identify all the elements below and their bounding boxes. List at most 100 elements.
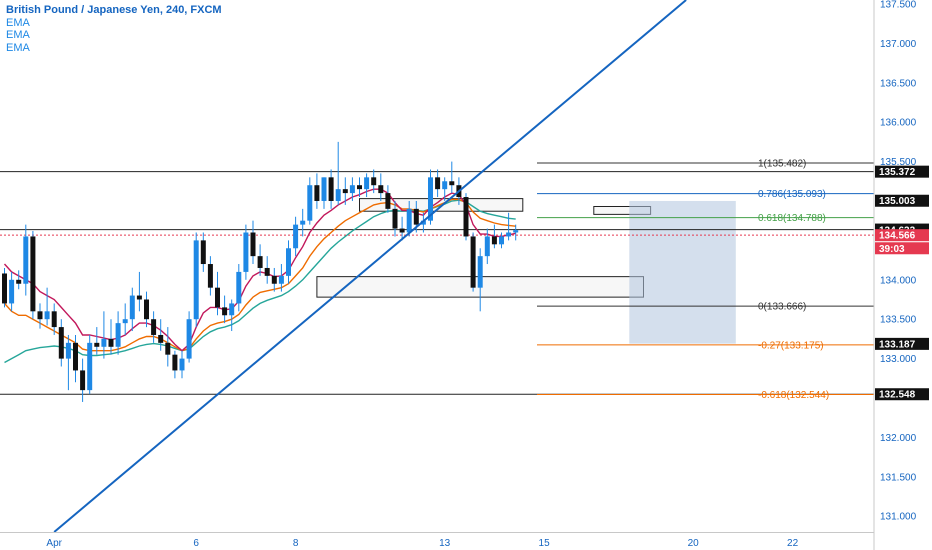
legend-ema-3: EMA (6, 41, 30, 54)
candle-62 (442, 177, 448, 201)
candle-body (65, 342, 71, 359)
candle-body (264, 267, 270, 276)
candle-14 (101, 311, 107, 359)
candle-40 (286, 240, 291, 284)
trendline-layer (53, 0, 687, 533)
fib-label-2: 0.618(134.788) (758, 213, 826, 224)
price-axis[interactable]: 137.500 137.000 136.500 136.000 135.500 134.0… (873, 0, 929, 550)
candle-49 (349, 177, 355, 201)
candle-body (58, 327, 64, 359)
x-tick-label-1: 6 (193, 538, 199, 549)
y-tick-label-4: 135.500 (880, 157, 917, 168)
candle-4 (30, 230, 36, 320)
candle-body (371, 177, 377, 186)
price-tag-label: 135.372 (879, 167, 916, 178)
candle-5 (37, 303, 43, 329)
candle-17 (122, 303, 128, 335)
candle-body (442, 181, 448, 190)
risk-reward-box (629, 200, 736, 344)
candle-30 (215, 271, 220, 316)
candle-body (307, 185, 313, 221)
candle-44 (314, 173, 320, 209)
candle-body (144, 299, 149, 320)
price-tag-6: 133.187 (875, 337, 929, 350)
candle-body (499, 236, 504, 245)
candle-body (420, 220, 426, 225)
fib-label-1: 0.786(135.093) (758, 189, 826, 200)
candle-body (250, 232, 256, 257)
candle-1 (9, 271, 15, 312)
price-tag-bg (875, 194, 929, 207)
candle-9 (65, 334, 71, 391)
candle-46 (328, 169, 334, 209)
y-tick-label-7: 133.000 (880, 354, 917, 365)
candle-body (342, 189, 348, 194)
candle-19 (136, 271, 142, 312)
candle-12 (87, 334, 93, 395)
candle-body (87, 342, 93, 391)
candle-body (293, 224, 299, 249)
fib-label-0: 1(135.482) (758, 158, 806, 169)
candle-body (2, 273, 7, 304)
x-tick-label-3: 13 (439, 538, 451, 549)
candle-body (23, 236, 29, 284)
candle-65 (463, 193, 469, 241)
legend-ema-2: EMA (6, 29, 30, 41)
y-tick-label-1: 137.000 (880, 39, 917, 50)
price-tag-bg (875, 242, 929, 255)
candle-54 (385, 185, 391, 213)
price-tag-7: 132.548 (875, 388, 929, 401)
price-tag-bg (875, 388, 929, 401)
candle-39 (278, 264, 284, 292)
legend-ema-1: EMA (6, 16, 30, 29)
candle-body (108, 338, 114, 347)
candle-body (16, 279, 22, 284)
trendline (53, 0, 687, 533)
price-tag-label: 39:03 (879, 244, 905, 255)
candle-body (449, 181, 455, 186)
candle-body (229, 303, 235, 316)
price-tag-label: 135.003 (879, 196, 916, 207)
candle-body (80, 370, 86, 391)
candle-body (207, 264, 213, 288)
candle-body (51, 311, 57, 328)
candle-22 (158, 319, 164, 351)
candle-body (300, 220, 306, 225)
candle-43 (307, 177, 313, 225)
candle-48 (342, 177, 348, 205)
price-tag-label: 132.548 (879, 390, 916, 401)
candle-47 (335, 141, 341, 205)
candle-body (101, 338, 107, 347)
candle-0 (2, 267, 7, 308)
candle-6 (44, 287, 50, 326)
candle-42 (300, 208, 306, 237)
candle-body (463, 197, 469, 237)
price-tag-4: 134.566 (875, 229, 929, 242)
candle-50 (357, 177, 362, 198)
candle-67 (477, 248, 483, 312)
candle-body (215, 287, 220, 308)
candle-body (470, 236, 476, 288)
candle-body (385, 193, 391, 209)
time-axis[interactable]: Apr681315202227 (0, 532, 932, 550)
candle-24 (172, 350, 178, 379)
candle-28 (200, 232, 206, 272)
candle-body (406, 208, 412, 233)
candle-body (193, 240, 199, 320)
candle-59 (420, 212, 426, 233)
fibonacci-layer: 1(135.482) 0.786(135.093) 0.618(134.788) 0(… (537, 158, 874, 401)
y-tick-label-8: 132.000 (880, 433, 917, 444)
y-tick-label-5: 134.000 (880, 275, 917, 286)
candle-body (222, 307, 228, 316)
candle-body (271, 275, 277, 284)
candle-57 (406, 200, 412, 237)
candle-body (484, 236, 490, 257)
candle-63 (449, 161, 455, 194)
candle-body (236, 271, 242, 304)
fib-label-3: 0(133.666) (758, 302, 806, 313)
candle-body (477, 256, 483, 288)
candle-2 (16, 270, 22, 290)
candle-45 (321, 177, 327, 209)
candle-body (243, 232, 249, 272)
